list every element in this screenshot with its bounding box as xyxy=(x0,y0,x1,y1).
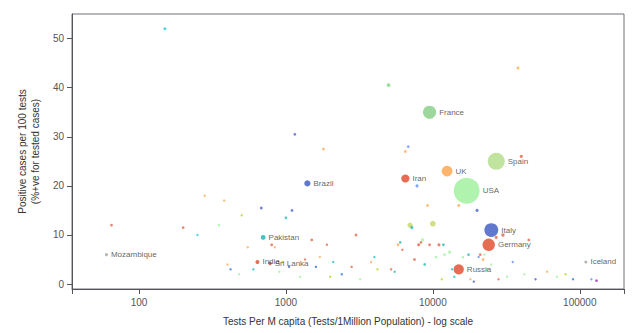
svg-text:Italy: Italy xyxy=(501,226,516,235)
svg-text:Sri Lanka: Sri Lanka xyxy=(275,259,309,268)
svg-text:10: 10 xyxy=(53,229,65,240)
svg-text:20: 20 xyxy=(53,180,65,191)
svg-text:Pakistan: Pakistan xyxy=(269,233,300,242)
svg-text:(%+ve for tested cases): (%+ve for tested cases) xyxy=(30,99,41,204)
svg-text:Spain: Spain xyxy=(508,157,528,166)
svg-text:30: 30 xyxy=(53,131,65,142)
svg-text:100000: 100000 xyxy=(563,297,597,308)
svg-text:100: 100 xyxy=(131,297,148,308)
svg-text:1000: 1000 xyxy=(275,297,298,308)
svg-text:UK: UK xyxy=(455,167,467,176)
svg-text:Brazil: Brazil xyxy=(313,179,333,188)
svg-text:USA: USA xyxy=(483,186,500,195)
svg-text:Iceland: Iceland xyxy=(590,257,616,266)
svg-text:0: 0 xyxy=(58,279,64,290)
svg-text:Positive cases per 100 tests: Positive cases per 100 tests xyxy=(17,89,28,214)
svg-text:40: 40 xyxy=(53,82,65,93)
svg-text:50: 50 xyxy=(53,33,65,44)
svg-text:India: India xyxy=(262,257,280,267)
svg-text:Russia: Russia xyxy=(467,265,492,274)
svg-text:Mozambique: Mozambique xyxy=(111,250,157,259)
svg-text:10000: 10000 xyxy=(419,297,447,308)
svg-text:France: France xyxy=(439,108,464,117)
svg-text:Germany: Germany xyxy=(498,240,531,249)
svg-text:Iran: Iran xyxy=(412,174,426,183)
svg-text:Tests Per M capita (Tests/1Mil: Tests Per M capita (Tests/1Million Popul… xyxy=(223,316,474,327)
